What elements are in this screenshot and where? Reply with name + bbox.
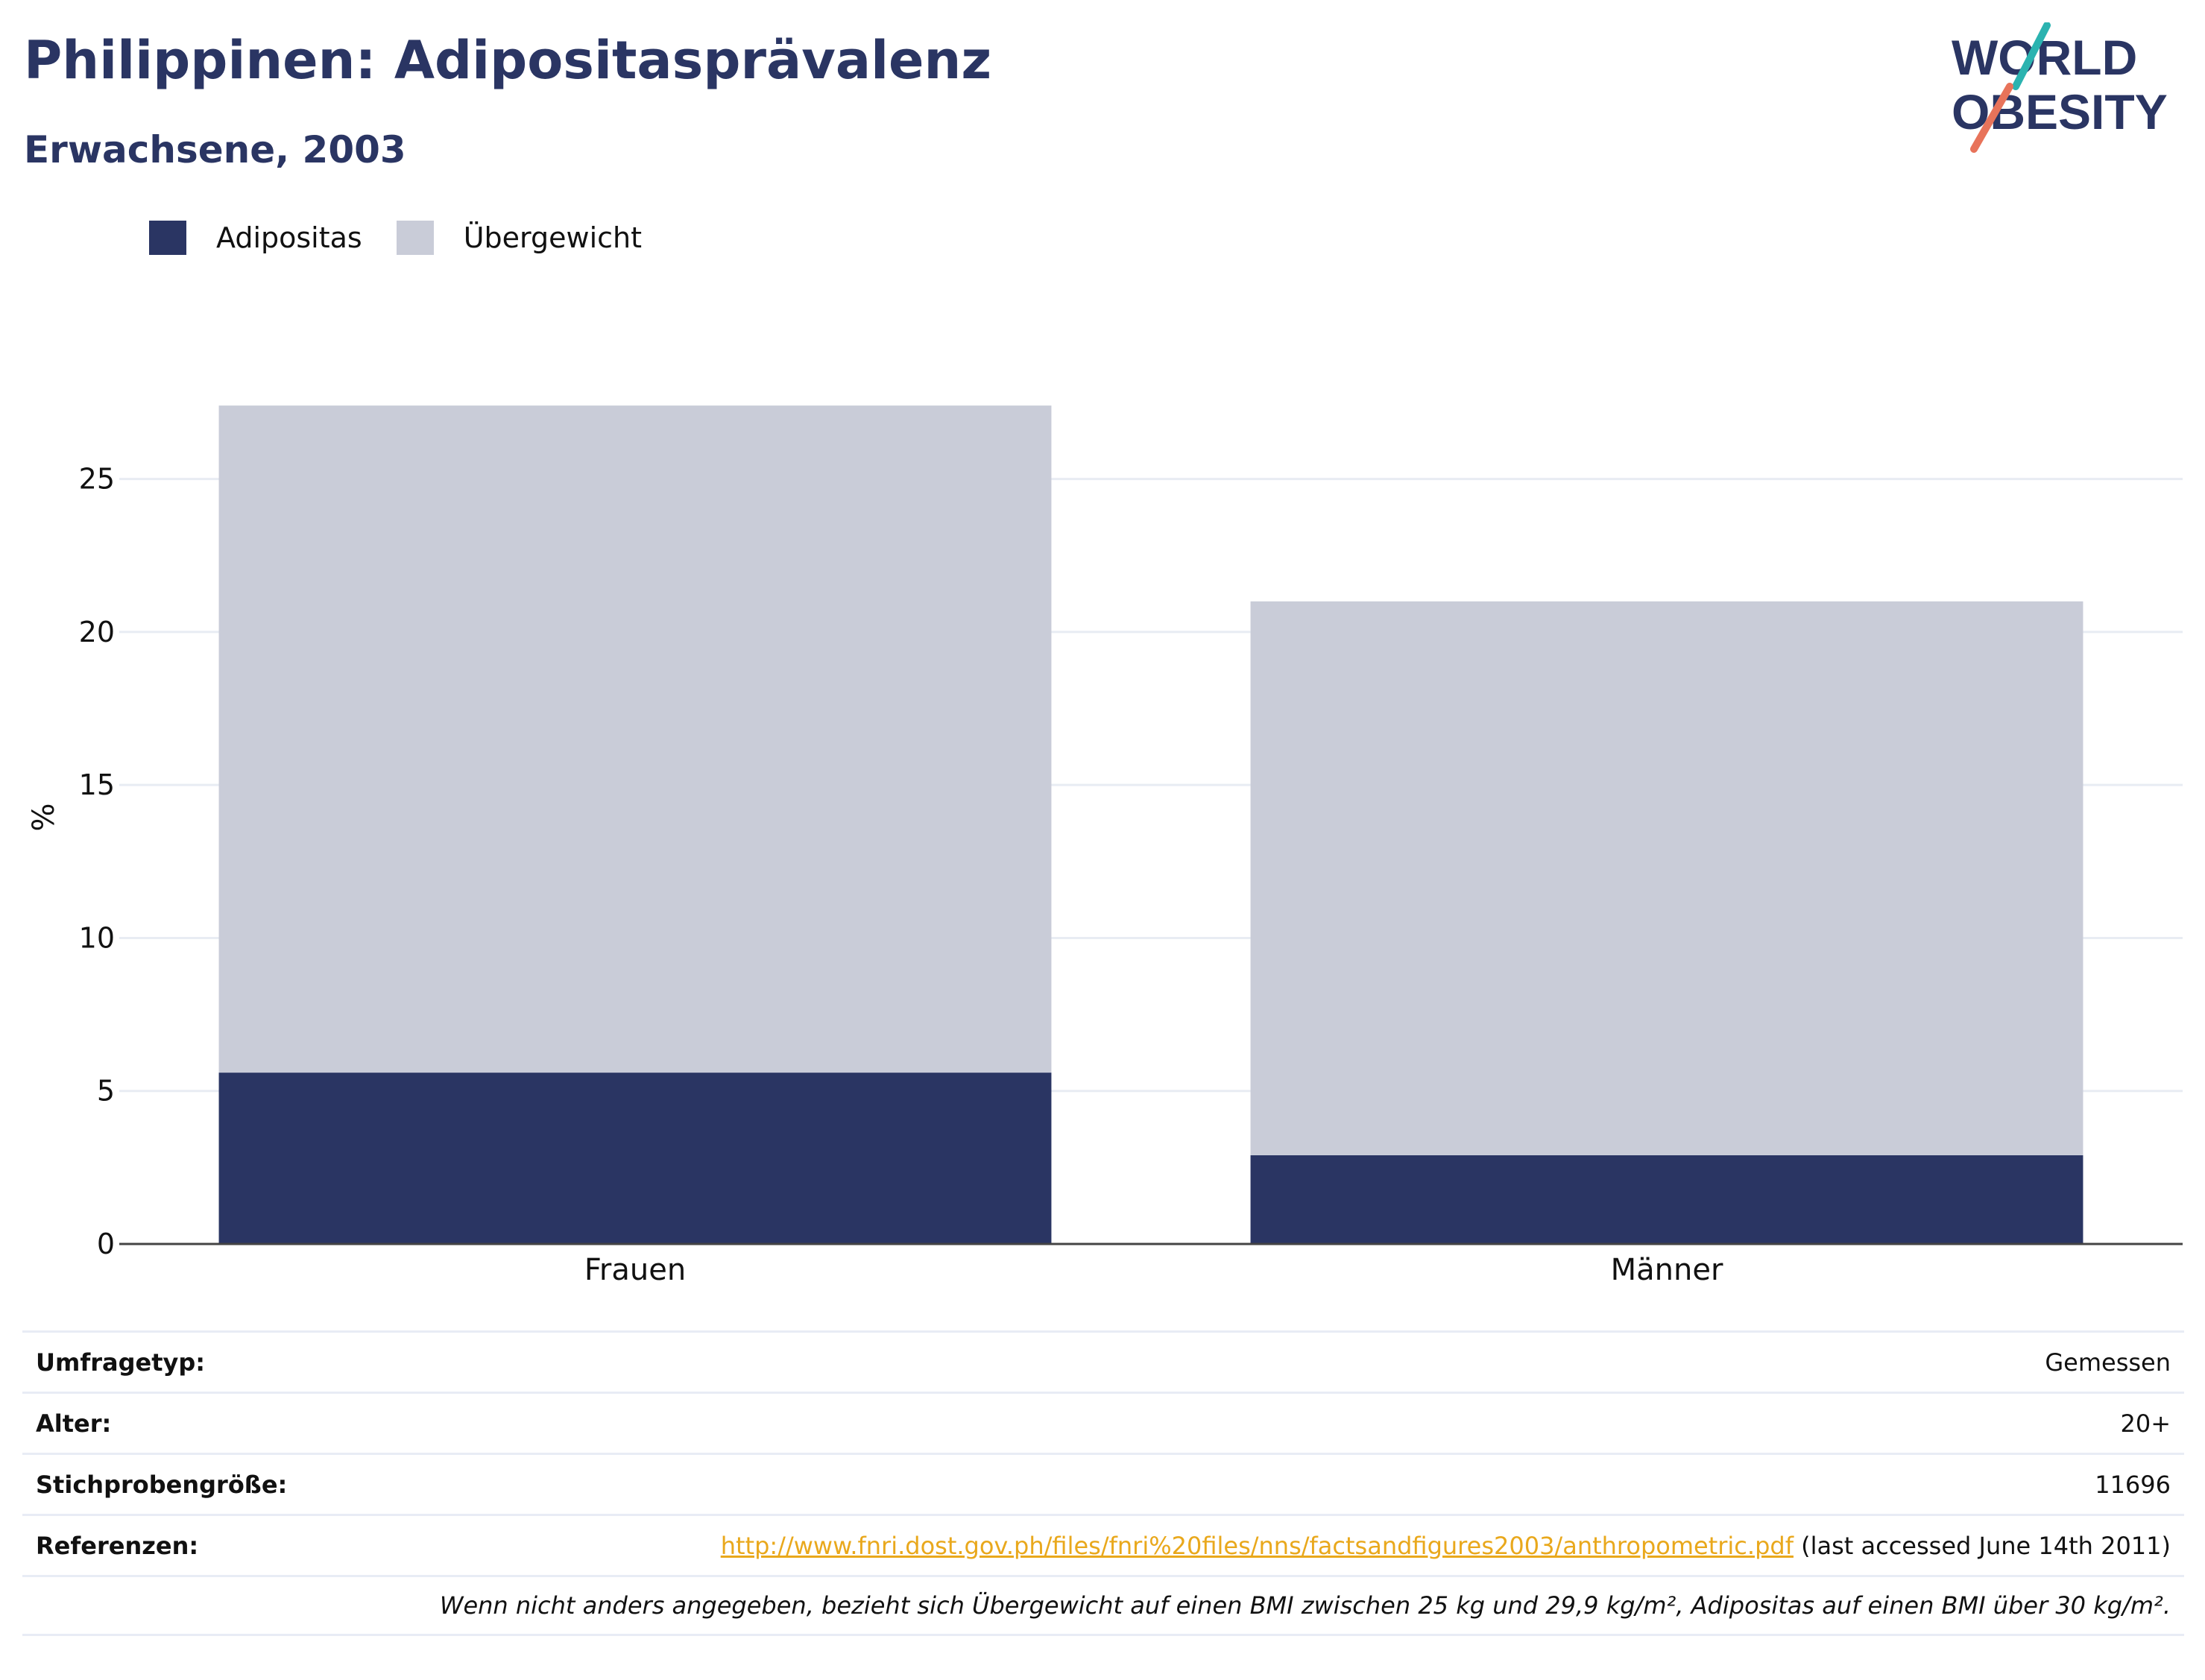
info-row-footnote: Wenn nicht anders angegeben, bezieht sic… — [22, 1575, 2184, 1636]
info-label: Referenzen: — [36, 1531, 199, 1560]
y-tick-label: 20 — [79, 616, 115, 648]
logo-slash-coral — [1970, 83, 2013, 153]
world-obesity-logo: WORLD OBESITY — [1952, 22, 2168, 153]
bar-overweight — [218, 405, 1052, 1073]
bar-obesity — [1250, 1155, 2083, 1244]
y-tick-label: 15 — [79, 768, 115, 801]
y-tick-label: 25 — [79, 463, 115, 496]
reference-note: (last accessed June 14th 2011) — [1793, 1531, 2171, 1560]
survey-info-table: Umfragetyp: Gemessen Alter: 20+ Stichpro… — [22, 1330, 2184, 1636]
legend-item-obesity[interactable]: Adipositas — [149, 221, 362, 255]
bar-overweight — [1250, 601, 2083, 1155]
footnote-text: Wenn nicht anders angegeben, bezieht sic… — [439, 1591, 2171, 1620]
y-tick-label: 5 — [97, 1075, 115, 1108]
info-label: Umfragetyp: — [36, 1348, 206, 1377]
logo-slash-teal — [2012, 22, 2051, 90]
info-label: Alter: — [36, 1409, 112, 1438]
info-row-sample-size: Stichprobengröße: 11696 — [22, 1453, 2184, 1514]
chart-title: Philippinen: Adipositasprävalenz — [24, 30, 992, 91]
info-label: Stichprobengröße: — [36, 1470, 288, 1499]
legend-label-overweight: Übergewicht — [463, 221, 642, 254]
y-axis-label: % — [27, 803, 61, 831]
logo-text-world: WORLD — [1952, 30, 2137, 85]
x-tick-label: Männer — [1611, 1253, 1723, 1287]
info-value: 11696 — [2095, 1470, 2171, 1499]
info-value: http://www.fnri.dost.gov.ph/files/fnri%2… — [721, 1532, 2171, 1560]
legend-label-obesity: Adipositas — [216, 221, 362, 254]
bar-chart: 0 5 10 15 20 25% Frauen Männer — [27, 405, 2183, 1287]
info-value: Gemessen — [2045, 1348, 2171, 1377]
bar-obesity — [218, 1073, 1052, 1244]
legend-swatch-obesity — [149, 221, 186, 255]
info-row-references: Referenzen: http://www.fnri.dost.gov.ph/… — [22, 1514, 2184, 1575]
legend-item-overweight[interactable]: Übergewicht — [396, 221, 642, 255]
reference-link[interactable]: http://www.fnri.dost.gov.ph/files/fnri%2… — [720, 1531, 1794, 1560]
x-tick-label: Frauen — [584, 1253, 686, 1287]
y-tick-label: 0 — [97, 1228, 115, 1260]
y-tick-label: 10 — [79, 921, 115, 954]
chart-subtitle: Erwachsene, 2003 — [24, 128, 406, 171]
chart-legend: Adipositas Übergewicht — [149, 221, 676, 255]
info-row-age: Alter: 20+ — [22, 1392, 2184, 1453]
info-value: 20+ — [2120, 1409, 2171, 1438]
info-row-survey-type: Umfragetyp: Gemessen — [22, 1330, 2184, 1392]
legend-swatch-overweight — [396, 221, 434, 255]
